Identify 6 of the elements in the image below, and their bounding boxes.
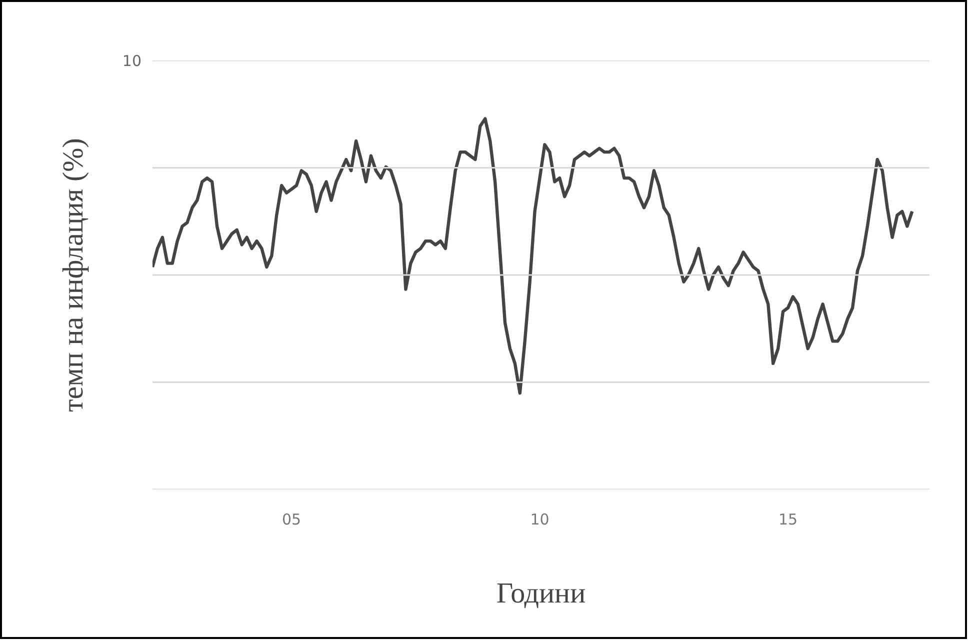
- x-tick-label: 15: [778, 510, 798, 528]
- x-tick-label: 10: [530, 510, 550, 528]
- text: 10: [122, 52, 142, 70]
- x-axis-title: Години: [496, 578, 586, 610]
- x-tick-label: 05: [282, 510, 302, 528]
- y-axis-title: темп на инфлация (%): [57, 138, 90, 412]
